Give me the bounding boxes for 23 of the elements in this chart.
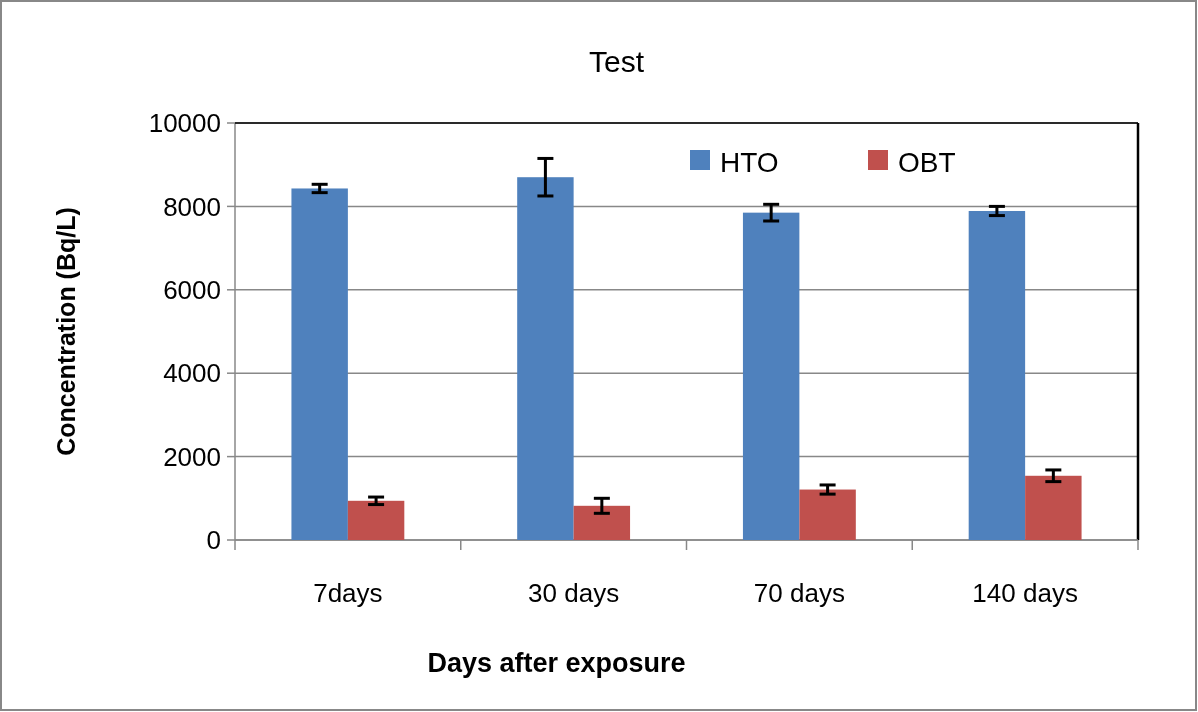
x-tick-label: 30 days — [528, 578, 620, 608]
bar — [968, 210, 1026, 540]
y-tick-label: 8000 — [163, 191, 221, 222]
y-tick-label: 0 — [206, 525, 221, 556]
bar — [742, 212, 800, 540]
legend-label: OBT — [898, 146, 956, 178]
y-axis-title: Concentration (Bq/L) — [52, 207, 80, 456]
x-tick-label: 140 days — [972, 578, 1078, 608]
chart-title: Test — [588, 45, 645, 78]
bar — [517, 177, 574, 540]
y-tick-label: 4000 — [163, 358, 221, 389]
y-tick-label: 6000 — [163, 274, 221, 305]
bar — [291, 188, 348, 540]
x-tick-label: 70 days — [753, 578, 845, 608]
bar — [799, 489, 856, 540]
bar — [1025, 475, 1082, 540]
y-tick-label: 10000 — [148, 108, 221, 139]
y-tick-label: 2000 — [163, 441, 221, 472]
bar — [347, 500, 405, 540]
x-tick-label: 7days — [313, 578, 383, 608]
x-axis-title: Days after exposure — [427, 648, 686, 678]
bar — [573, 505, 631, 540]
legend-label: HTO — [720, 146, 779, 178]
